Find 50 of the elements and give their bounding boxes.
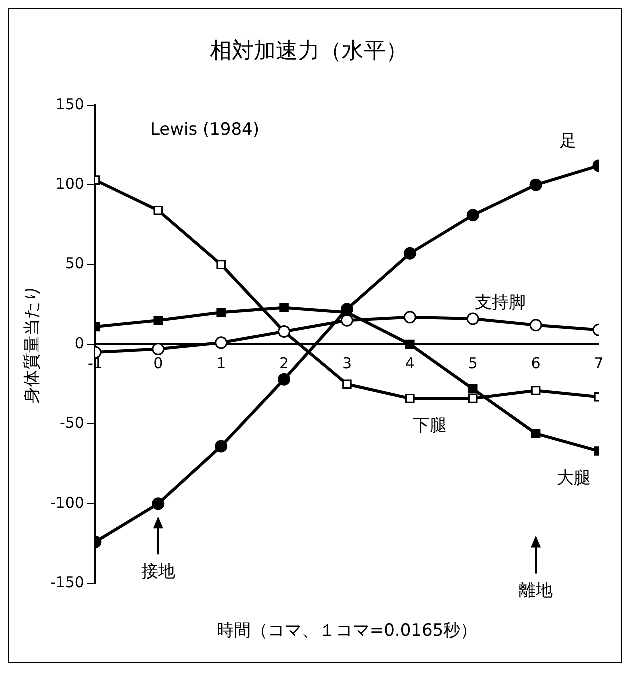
series-label: 大腿 <box>557 468 591 489</box>
point <box>215 336 228 350</box>
point <box>406 340 415 350</box>
y-tick-label: 0 <box>74 334 84 352</box>
point <box>468 384 478 394</box>
y-tick-label: -150 <box>50 573 84 592</box>
x-tick-label: 1 <box>216 354 226 372</box>
x-tick-label: 0 <box>154 354 164 372</box>
point <box>466 209 480 222</box>
point <box>530 319 542 332</box>
point <box>152 343 165 356</box>
y-tick-label: -50 <box>60 414 84 432</box>
point <box>342 380 352 389</box>
y-tick-label: 50 <box>65 254 84 273</box>
x-tick-label: 6 <box>531 354 541 372</box>
point <box>280 303 289 312</box>
point <box>340 314 354 327</box>
y-tick-label: 100 <box>56 174 84 193</box>
x-tick-label: 2 <box>280 354 290 372</box>
series-label: 下腿 <box>413 416 448 436</box>
x-tick-label: 5 <box>468 354 478 372</box>
annotation: Lewis (1984) <box>150 120 260 140</box>
annotation: 離地 <box>519 581 554 602</box>
point <box>406 394 415 404</box>
point <box>531 386 541 396</box>
point <box>216 308 226 318</box>
point <box>531 429 541 438</box>
annotation: 接地 <box>141 562 176 582</box>
point <box>154 206 164 216</box>
chart-title: 相対加速力（水平） <box>210 38 408 64</box>
x-axis-title: 時間（コマ、１コマ=0.0165秒） <box>216 621 478 642</box>
series-label: 支持脚 <box>475 292 526 313</box>
point <box>530 178 542 192</box>
y-tick-label: 150 <box>56 95 84 114</box>
point <box>152 498 165 510</box>
y-tick-label: -100 <box>50 494 84 512</box>
point <box>468 394 478 404</box>
point <box>466 312 480 326</box>
point <box>215 440 228 453</box>
point <box>216 260 226 270</box>
point <box>340 303 354 316</box>
y-axis-title: 身体質量当たり <box>22 285 43 404</box>
point <box>404 247 416 260</box>
point <box>278 373 291 386</box>
point <box>404 311 416 324</box>
x-tick-label: 7 <box>594 354 604 372</box>
x-tick-label: 4 <box>405 354 415 372</box>
series-label: 足 <box>560 131 577 152</box>
x-tick-label: 3 <box>342 354 352 372</box>
point <box>154 316 164 326</box>
